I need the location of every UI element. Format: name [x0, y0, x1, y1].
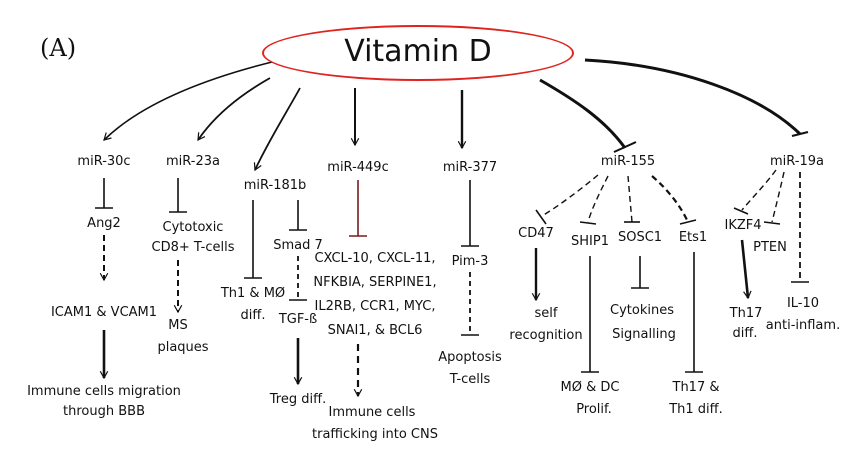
node-mo-dc-line1: MØ & DC	[560, 380, 620, 395]
hub-ellipse	[262, 25, 574, 81]
edge-mir19a-pten	[771, 171, 785, 223]
edge-mir155-cd47	[541, 174, 599, 217]
edge-vitd-mir30c	[103, 61, 273, 141]
node-mir-19a: miR-19a	[770, 154, 824, 169]
node-mir-181b: miR-181b	[243, 178, 307, 193]
node-mir-377: miR-377	[442, 160, 498, 175]
panel-label: (A)	[40, 34, 77, 62]
node-mir-155: miR-155	[600, 154, 656, 169]
node-migration-line1: Immune cells migration	[27, 384, 181, 399]
node-mo-dc-line2: Prolif.	[576, 402, 612, 417]
node-ang2: Ang2	[87, 216, 121, 231]
node-cxcl-line2: NFKBIA, SERPINE1,	[313, 275, 437, 290]
node-treg-diff: Treg diff.	[269, 392, 327, 407]
node-il10-line2: anti-inflam.	[765, 318, 841, 333]
node-ms-line2: plaques	[157, 340, 209, 355]
node-th17-line1: Th17	[729, 306, 763, 321]
edge-mir19a-ikzf4	[741, 169, 777, 211]
edge-vitd-mir155	[539, 78, 627, 149]
node-self-line2: recognition	[509, 328, 583, 343]
node-ikzf4: IKZF4	[724, 218, 762, 233]
edge-mir155-sosc1	[627, 175, 633, 223]
node-th1-mo-line1: Th1 & MØ	[220, 286, 286, 301]
node-trafficking-line1: Immune cells	[328, 405, 416, 420]
node-cxcl-line1: CXCL-10, CXCL-11,	[314, 251, 436, 266]
node-cytokines-line1: Cytokines	[610, 303, 674, 318]
node-mir-23a: miR-23a	[166, 154, 220, 169]
node-apoptosis-line1: Apoptosis	[438, 350, 502, 365]
node-cxcl-line3: IL2RB, CCR1, MYC,	[314, 299, 436, 314]
node-il10-line1: IL-10	[786, 296, 820, 311]
hub-vitamin-d: Vitamin D	[344, 34, 492, 69]
node-ets1: Ets1	[678, 230, 708, 245]
node-trafficking-line2: trafficking into CNS	[312, 427, 438, 442]
node-migration-line2: through BBB	[63, 404, 145, 419]
node-sosc1: SOSC1	[617, 230, 663, 245]
node-tgf-beta: TGF-ß	[278, 312, 318, 327]
node-cxcl-line4: SNAI1, & BCL6	[327, 323, 423, 338]
edge-mir155-ets1	[651, 175, 689, 223]
node-cd47: CD47	[518, 226, 554, 241]
node-pten: PTEN	[753, 240, 787, 255]
node-cytotoxic-line1: Cytotoxic	[162, 220, 224, 235]
node-icam1-vcam1: ICAM1 & VCAM1	[50, 305, 158, 320]
node-mir-30c: miR-30c	[77, 154, 131, 169]
node-cytokines-line2: Signalling	[612, 327, 676, 342]
node-smad7: Smad 7	[273, 238, 323, 253]
node-th1-mo-line2: diff.	[240, 308, 266, 323]
edge-vitd-mir19a	[584, 58, 802, 136]
edge-ikzf4-th17	[740, 239, 752, 300]
node-th17-th1-line2: Th1 diff.	[669, 402, 723, 417]
node-self-line1: self	[534, 306, 558, 321]
node-apoptosis-line2: T-cells	[449, 372, 491, 387]
node-ship1: SHIP1	[571, 234, 609, 249]
node-th17-line2: diff.	[732, 326, 758, 341]
node-pim3: Pim-3	[451, 254, 489, 269]
edge-mir155-ship1	[587, 175, 609, 223]
edge-vitd-mir181b	[253, 87, 301, 172]
edge-vitd-mir23a	[197, 77, 271, 142]
node-th17-th1-line1: Th17 &	[672, 380, 720, 395]
node-mir-449c: miR-449c	[327, 160, 389, 175]
node-cytotoxic-line2: CD8+ T-cells	[151, 240, 235, 255]
node-ms-line1: MS	[168, 318, 188, 333]
